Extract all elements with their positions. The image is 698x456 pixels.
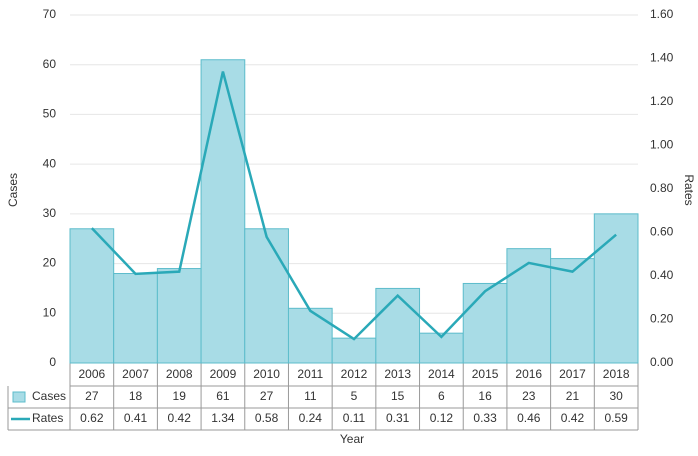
x-tick-label: 2008: [166, 367, 193, 381]
y2-tick-label: 0.40: [650, 268, 674, 282]
y-tick-label: 0: [49, 355, 56, 369]
x-axis-label: Year: [340, 432, 364, 446]
y2-tick-label: 0.60: [650, 225, 674, 239]
table-value: 0.31: [386, 411, 410, 425]
x-tick-label: 2006: [78, 367, 105, 381]
bar: [200, 59, 246, 364]
y-tick-label: 10: [43, 305, 57, 319]
bar: [375, 287, 421, 364]
x-tick-label: 2009: [210, 367, 237, 381]
bar: [244, 228, 289, 364]
table-value: 0.42: [561, 411, 585, 425]
y-tick-label: 20: [43, 256, 57, 270]
x-tick-label: 2007: [122, 367, 149, 381]
table-value: 0.59: [604, 411, 628, 425]
bar: [593, 213, 639, 364]
x-tick-label: 2012: [341, 367, 368, 381]
x-tick-label: 2015: [472, 367, 499, 381]
table-value: 0.62: [80, 411, 104, 425]
x-tick-label: 2017: [559, 367, 586, 381]
x-tick-label: 2018: [603, 367, 630, 381]
table-value: 30: [609, 389, 623, 403]
legend-swatch: [12, 391, 26, 403]
bar: [113, 273, 158, 364]
x-tick-label: 2014: [428, 367, 455, 381]
y2-tick-label: 1.00: [650, 138, 674, 152]
x-tick-label: 2016: [515, 367, 542, 381]
y-tick-label: 60: [43, 57, 57, 71]
y2-tick-label: 1.20: [650, 94, 674, 108]
y-tick-label: 30: [43, 206, 57, 220]
y2-tick-label: 0.80: [650, 181, 674, 195]
table-value: 6: [438, 389, 445, 403]
x-tick-label: 2013: [384, 367, 411, 381]
table-value: 5: [351, 389, 358, 403]
y2-tick-label: 0.20: [650, 312, 674, 326]
bar: [462, 282, 508, 364]
y2-tick-label: 1.60: [650, 7, 674, 21]
bar: [506, 248, 552, 364]
table-value: 21: [566, 389, 580, 403]
table-value: 19: [173, 389, 187, 403]
legend-label: Rates: [32, 411, 63, 425]
table-value: 11: [304, 389, 317, 403]
table-value: 0.12: [430, 411, 454, 425]
bar: [156, 268, 202, 364]
line: [90, 71, 617, 341]
table-value: 1.34: [211, 411, 235, 425]
table-value: 61: [216, 389, 230, 403]
table-value: 0.11: [343, 411, 366, 425]
table-value: 27: [85, 389, 99, 403]
legend-label: Cases: [32, 389, 66, 403]
table-value: 23: [522, 389, 536, 403]
y-tick-label: 50: [43, 107, 57, 121]
bar: [69, 228, 115, 364]
table-value: 0.58: [255, 411, 279, 425]
table-value: 0.33: [473, 411, 497, 425]
bar: [550, 258, 595, 364]
table-value: 18: [129, 389, 143, 403]
table-value: 0.24: [299, 411, 323, 425]
x-tick-label: 2011: [297, 367, 323, 381]
y2-tick-label: 1.40: [650, 51, 674, 65]
bar: [287, 307, 333, 364]
y-tick-label: 70: [43, 7, 57, 21]
table-value: 0.41: [124, 411, 148, 425]
table-value: 0.46: [517, 411, 541, 425]
y-axis-label: Cases: [6, 173, 20, 207]
y-tick-label: 40: [43, 156, 57, 170]
table-value: 15: [391, 389, 405, 403]
table-value: 16: [478, 389, 492, 403]
bar: [331, 337, 377, 364]
x-tick-label: 2010: [253, 367, 280, 381]
table-value: 27: [260, 389, 274, 403]
y2-tick-label: 0.00: [650, 355, 674, 369]
table-value: 0.42: [168, 411, 192, 425]
y2-axis-label: Rates: [682, 174, 696, 205]
